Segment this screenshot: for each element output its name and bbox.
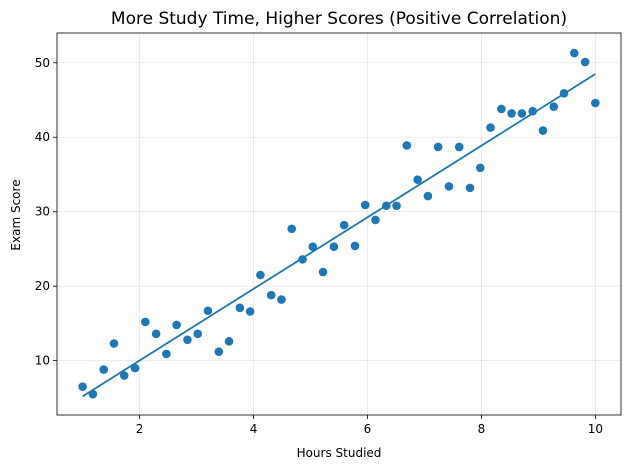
data-point [381,201,391,211]
data-point [413,175,422,184]
data-points [78,48,600,399]
data-point [360,200,370,210]
data-point [224,336,234,346]
data-point [475,163,485,173]
data-point [538,126,548,135]
data-point [454,142,464,152]
x-tick-label: 8 [478,422,486,436]
x-tick-label: 10 [588,422,603,436]
data-point [559,89,569,98]
data-point [214,347,224,357]
data-point [497,104,506,114]
x-tick-label: 4 [250,422,258,436]
data-point [308,242,318,252]
data-point [266,290,276,300]
data-point [78,382,87,392]
trendline-group [82,73,596,398]
data-point [203,306,213,316]
data-point [444,182,454,191]
data-point [517,109,527,118]
x-tick-label: 2 [136,422,144,436]
x-tick-label: 6 [364,422,372,436]
data-point [141,317,150,327]
data-point [433,142,443,152]
data-point [350,241,360,251]
data-point [99,365,109,374]
data-point [119,371,129,380]
data-point [88,389,98,399]
data-point [339,220,349,230]
data-point [151,329,161,339]
data-point [193,329,203,339]
data-point [528,106,537,116]
axis-ticks: 2 4 6 8 10 10 20 30 40 50 [35,56,603,436]
data-point [318,267,328,277]
trendline [82,73,596,398]
data-point [465,183,475,193]
data-point [371,215,380,225]
data-point [162,349,171,359]
chart-title: More Study Time, Higher Scores (Positive… [111,9,567,29]
data-point [277,295,286,304]
data-point [486,123,495,132]
data-point [256,270,265,280]
data-point [183,335,192,345]
y-axis-label: Exam Score [9,179,23,250]
data-point [235,303,245,313]
data-point [423,191,433,201]
data-point [580,57,590,67]
data-point [287,224,297,234]
data-point [591,98,600,108]
y-tick-label: 40 [35,130,50,144]
data-point [569,48,579,58]
data-point [392,201,401,211]
data-point [329,242,339,252]
data-point [245,307,255,316]
grid [57,33,621,415]
data-point [298,255,307,264]
data-point [549,102,559,112]
y-tick-label: 20 [35,279,50,293]
data-point [172,320,181,330]
y-tick-label: 30 [35,205,50,219]
x-axis-label: Hours Studied [297,446,382,460]
data-point [109,339,119,348]
data-point [130,363,140,373]
data-point [507,109,516,118]
data-point [402,141,412,150]
y-tick-label: 10 [35,354,50,368]
y-tick-label: 50 [35,56,50,70]
plot-frame [56,32,622,416]
